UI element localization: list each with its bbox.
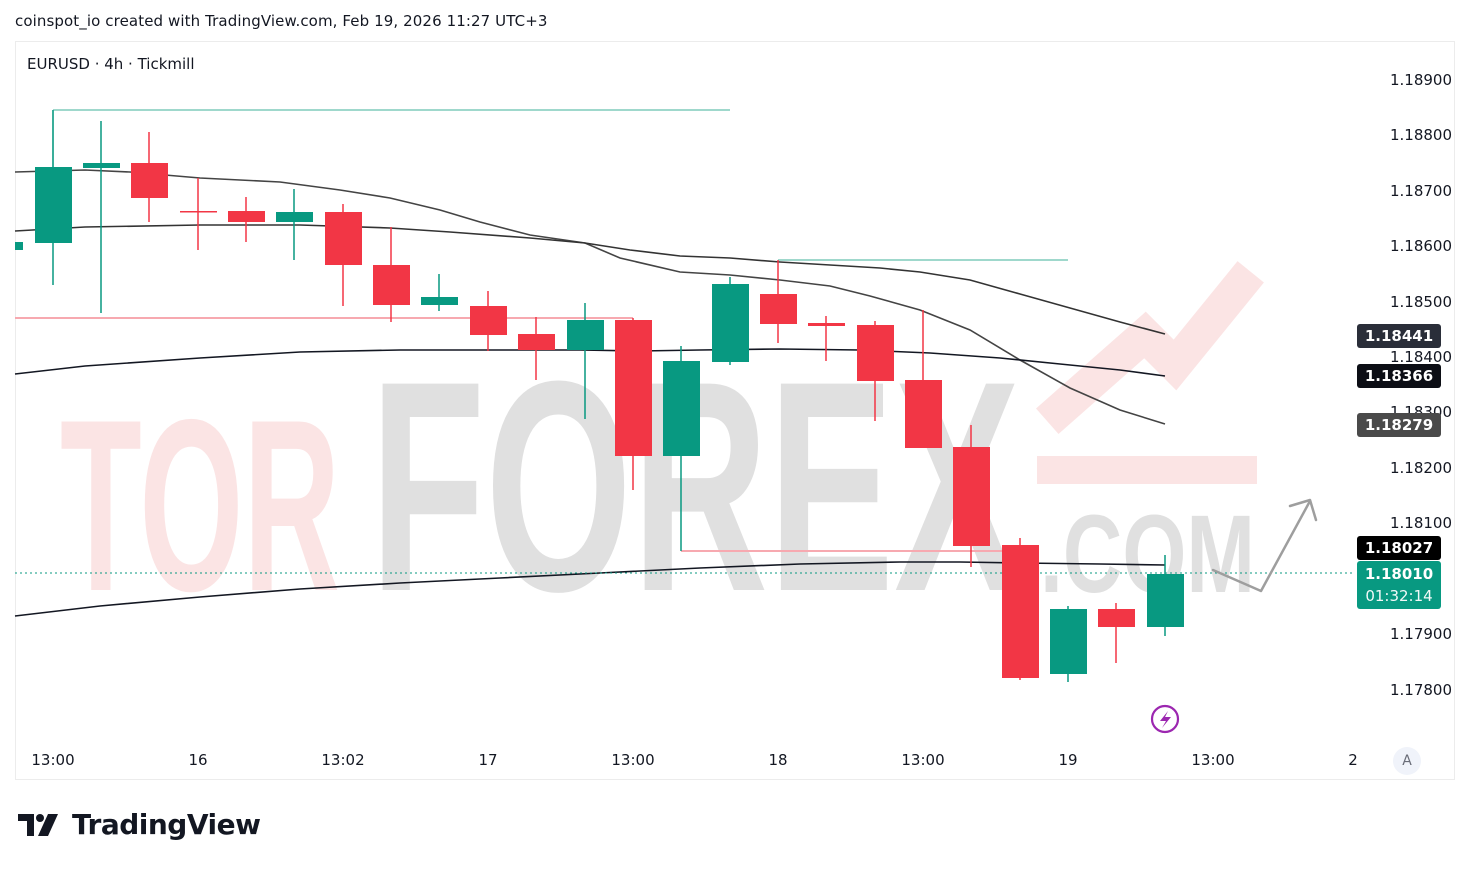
candle[interactable]: [373, 265, 410, 305]
time-tick: 19: [1058, 751, 1078, 769]
price-tick: 1.18500: [1389, 293, 1452, 311]
tradingview-logo-text: TradingView: [72, 808, 261, 841]
price-tick: 1.18100: [1389, 514, 1452, 532]
price-tick: 1.18200: [1389, 459, 1452, 477]
candle[interactable]: [518, 334, 555, 350]
candle[interactable]: [83, 163, 120, 168]
candle[interactable]: [808, 323, 845, 326]
candle[interactable]: [35, 167, 72, 243]
time-tick: 18: [768, 751, 788, 769]
attribution-text: coinspot_io created with TradingView.com…: [15, 12, 548, 30]
ma-long-price-tag: 1.18027: [1357, 536, 1441, 560]
time-tick: 13:00: [901, 751, 945, 769]
time-tick: 17: [478, 751, 498, 769]
candle[interactable]: [276, 212, 313, 222]
current-price-value: 1.18010: [1364, 565, 1434, 583]
candle[interactable]: [567, 320, 604, 350]
price-tick: 1.18400: [1389, 348, 1452, 366]
ma-medium-line[interactable]: [14, 224, 1166, 335]
candle[interactable]: [470, 306, 507, 335]
ma-slow-line[interactable]: [14, 348, 1166, 377]
ma-slow-price-tag: 1.18366: [1357, 364, 1441, 388]
tradingview-logo-icon: [18, 813, 58, 836]
time-tick: 13:00: [611, 751, 655, 769]
price-tick: 1.18900: [1389, 71, 1452, 89]
candle[interactable]: [857, 325, 894, 381]
ma-fast-line[interactable]: [14, 169, 1166, 425]
time-tick: 16: [188, 751, 208, 769]
price-tick: 1.17900: [1389, 625, 1452, 643]
candle[interactable]: [1002, 545, 1039, 678]
candle[interactable]: [1098, 609, 1135, 627]
symbol-title[interactable]: EURUSD · 4h · Tickmill: [27, 55, 195, 73]
time-tick: 13:00: [1191, 751, 1235, 769]
current-price-tag: 1.18010 01:32:14: [1357, 561, 1441, 609]
ma-fast-price-tag: 1.18279: [1357, 413, 1441, 437]
tradingview-logo: TradingView: [18, 808, 261, 841]
price-tick: 1.18800: [1389, 126, 1452, 144]
forecast-arrow-icon[interactable]: [1211, 498, 1318, 593]
chart-frame[interactable]: [15, 41, 1455, 780]
candle[interactable]: [663, 361, 700, 456]
candle[interactable]: [131, 163, 168, 198]
candle-partial[interactable]: [15, 242, 23, 250]
time-tick: 2: [1348, 751, 1358, 769]
watermark-bar: [1037, 456, 1257, 484]
candle-countdown: 01:32:14: [1365, 587, 1433, 605]
price-tick: 1.18700: [1389, 182, 1452, 200]
ma-medium-price-tag: 1.18441: [1357, 324, 1441, 348]
watermark-tor: TOR: [60, 368, 340, 642]
candle[interactable]: [712, 284, 749, 362]
candle[interactable]: [180, 211, 217, 213]
time-tick: 13:02: [321, 751, 365, 769]
price-tick: 1.18600: [1389, 237, 1452, 255]
candle[interactable]: [1050, 609, 1087, 674]
candle[interactable]: [953, 447, 990, 546]
candle[interactable]: [615, 320, 652, 456]
candle[interactable]: [421, 297, 458, 305]
candle[interactable]: [325, 212, 362, 265]
candle[interactable]: [760, 294, 797, 324]
time-tick: 13:00: [31, 751, 75, 769]
watermark-check-icon: [1036, 261, 1264, 434]
lightning-alert-icon[interactable]: [1150, 704, 1180, 734]
price-tick: 1.17800: [1389, 681, 1452, 699]
watermark: TOR FOREX .COM: [60, 261, 1264, 654]
auto-scale-button[interactable]: A: [1393, 747, 1421, 775]
candle[interactable]: [905, 380, 942, 448]
candles: [15, 110, 1184, 682]
candle-current[interactable]: [1147, 574, 1184, 627]
candle[interactable]: [228, 211, 265, 222]
